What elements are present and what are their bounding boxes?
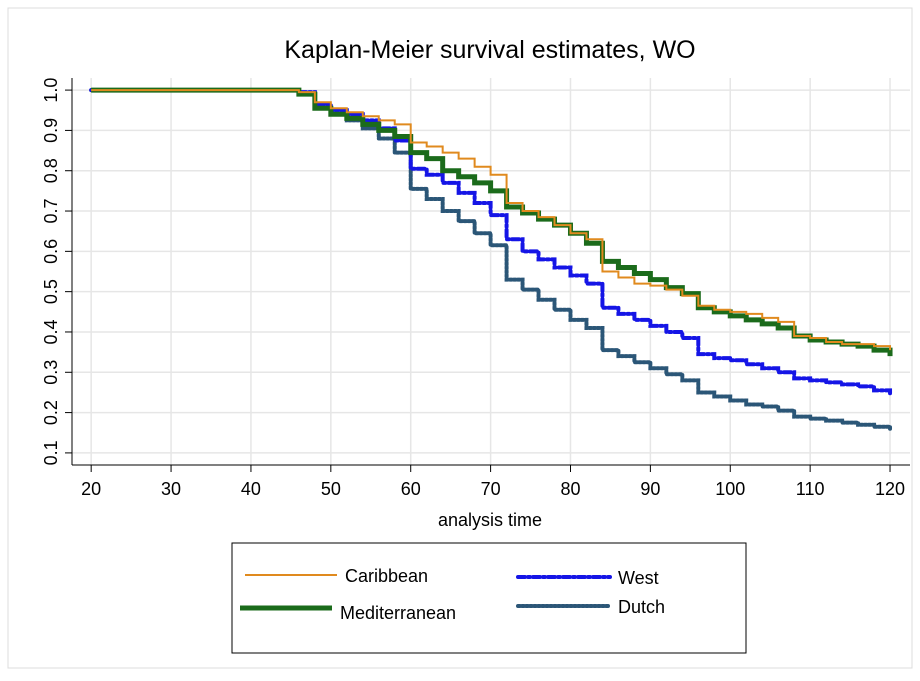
x-tick-label: 20: [81, 479, 101, 499]
legend-label: Dutch: [618, 597, 665, 617]
x-tick-label: 80: [560, 479, 580, 499]
x-tick-label: 50: [321, 479, 341, 499]
legend-label: Caribbean: [345, 566, 428, 586]
survival-line: [91, 89, 892, 351]
y-tick-label: 1.0: [41, 78, 61, 103]
y-tick-label: 0.3: [41, 360, 61, 385]
y-tick-label: 0.4: [41, 319, 61, 344]
y-tick-label: 0.2: [41, 400, 61, 425]
chart-title: Kaplan-Meier survival estimates, WO: [284, 36, 695, 64]
x-tick-label: 100: [715, 479, 745, 499]
y-tick-label: 0.5: [41, 279, 61, 304]
x-tick-label: 90: [640, 479, 660, 499]
x-tick-label: 60: [401, 479, 421, 499]
x-axis-label: analysis time: [438, 510, 542, 530]
y-tick-label: 0.6: [41, 239, 61, 264]
legend-label: West: [618, 568, 659, 588]
x-tick-label: 30: [161, 479, 181, 499]
x-tick-label: 40: [241, 479, 261, 499]
x-tick-label: 70: [481, 479, 501, 499]
x-tick-label: 120: [875, 479, 905, 499]
y-tick-label: 0.1: [41, 440, 61, 465]
y-tick-label: 0.9: [41, 118, 61, 143]
x-tick-label: 110: [796, 479, 825, 499]
y-tick-label: 0.7: [41, 199, 61, 224]
legend-label: Mediterranean: [340, 603, 456, 623]
y-tick-label: 0.8: [41, 158, 61, 183]
survival-line: [89, 88, 893, 431]
legend-box: [231, 542, 747, 654]
